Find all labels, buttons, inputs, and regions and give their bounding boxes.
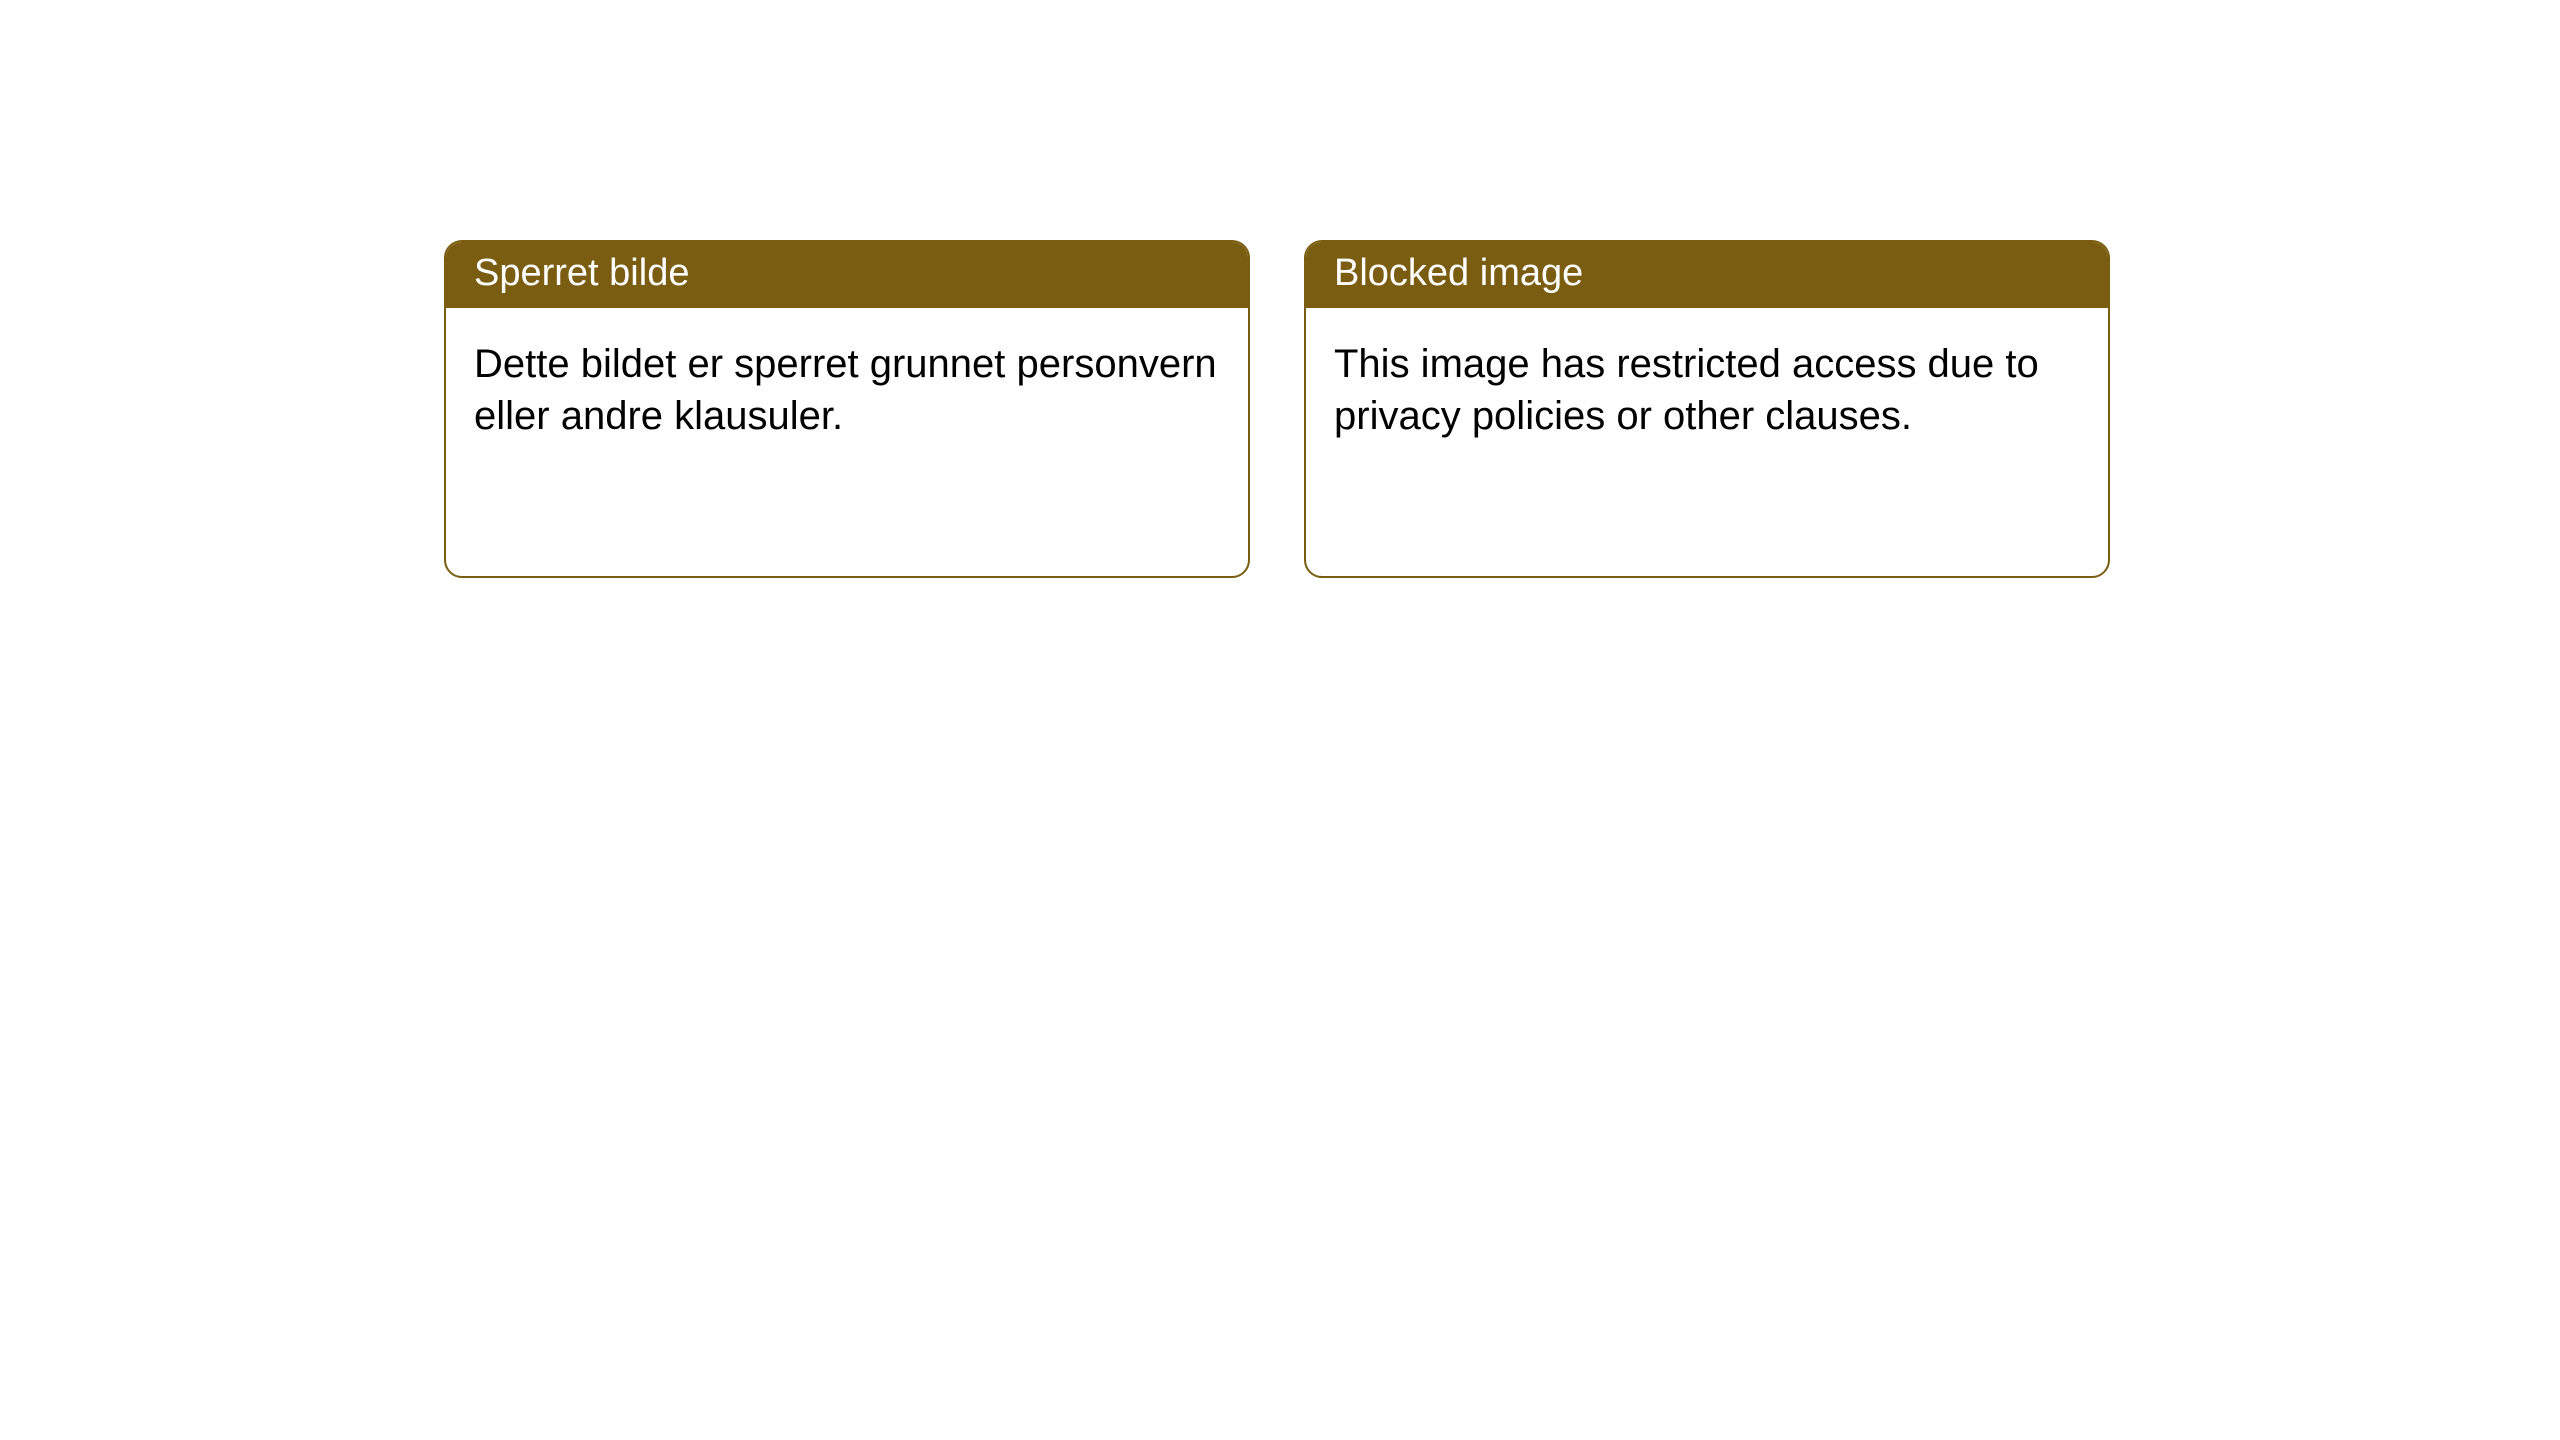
notice-card-english: Blocked image This image has restricted … — [1304, 240, 2110, 578]
notice-body: Dette bildet er sperret grunnet personve… — [446, 308, 1248, 576]
notice-header: Blocked image — [1306, 242, 2108, 308]
notice-body: This image has restricted access due to … — [1306, 308, 2108, 576]
notice-header: Sperret bilde — [446, 242, 1248, 308]
notice-card-norwegian: Sperret bilde Dette bildet er sperret gr… — [444, 240, 1250, 578]
notice-cards-container: Sperret bilde Dette bildet er sperret gr… — [0, 0, 2560, 578]
